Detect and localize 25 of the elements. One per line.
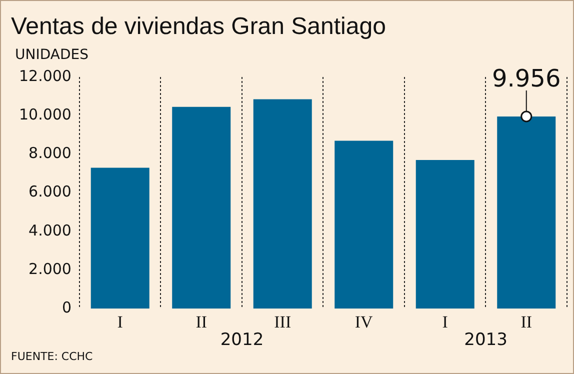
x-tick-label: I: [117, 312, 124, 332]
bar: [497, 116, 556, 309]
text: 2013: [464, 330, 508, 350]
text: 2012: [220, 330, 264, 350]
y-tick-label: 6.000: [28, 182, 72, 201]
x-tick-label: II: [520, 312, 532, 332]
y-tick-label: 2.000: [28, 260, 72, 278]
bar: [90, 168, 150, 309]
y-tick-label: 4.000: [28, 221, 72, 240]
bar: [416, 160, 474, 309]
x-tick-label: III: [274, 312, 292, 332]
x-tick-label: II: [196, 312, 208, 332]
y-tick-label: 10.000: [18, 105, 72, 124]
bar: [172, 106, 231, 309]
bar: [334, 140, 394, 309]
chart-title: Ventas de viviendas Gran Santiago: [11, 13, 386, 40]
data-label: 9.956: [492, 64, 561, 92]
x-tick-label: I: [442, 312, 448, 332]
y-axis-title: UNIDADES: [15, 47, 89, 63]
y-tick-label: 0: [62, 298, 72, 316]
y-tick-label: 8.000: [28, 144, 72, 162]
y-tick-label: 12.000: [18, 66, 72, 85]
bar: [253, 99, 312, 309]
source-note: FUENTE: CCHC: [11, 350, 94, 363]
x-tick-label: IV: [354, 312, 374, 332]
